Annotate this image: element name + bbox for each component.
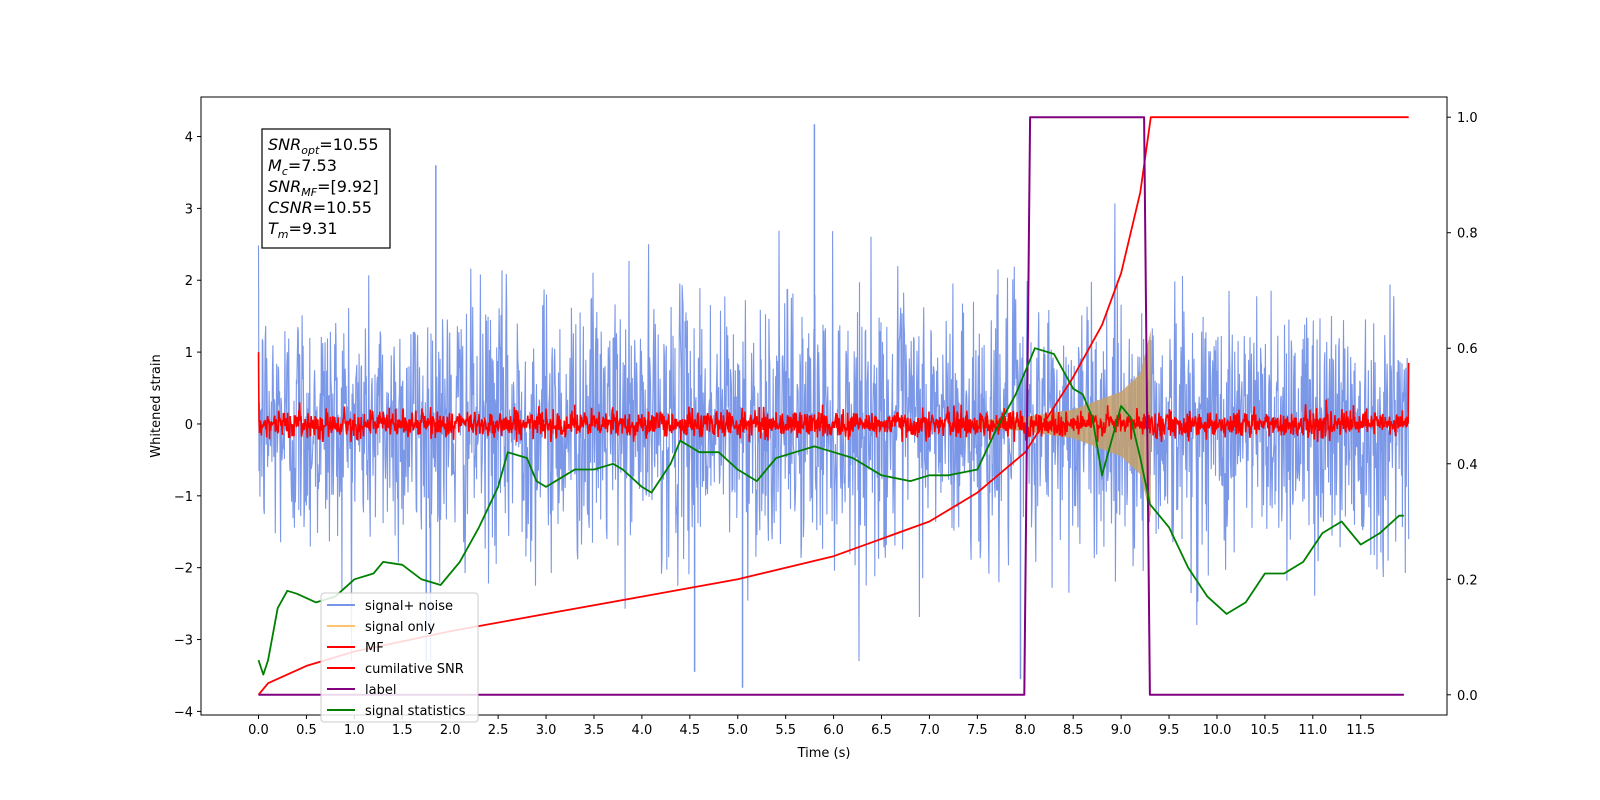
annotation-line: CSNR=10.55	[268, 198, 372, 217]
y-tick-label: 0	[185, 418, 193, 433]
y-tick-label: −4	[174, 705, 193, 720]
y-axis-ticks: −4 −3 −2 −1 0 1 2 3 4	[174, 131, 201, 720]
annotation-line: Mc=7.53	[268, 156, 337, 178]
x-tick-label: 11.5	[1346, 723, 1375, 738]
y2-tick-label: 0.4	[1457, 458, 1478, 473]
y-axis-label: Whitened strain	[149, 354, 164, 457]
y2-tick-label: 0.0	[1457, 689, 1478, 704]
annotation-line: SNRopt=10.55	[268, 135, 379, 157]
x-tick-label: 10.5	[1250, 723, 1279, 738]
x-tick-label: 9.0	[1111, 723, 1132, 738]
x-tick-label: 4.5	[679, 723, 700, 738]
signal-statistics-series	[257, 347, 1404, 676]
x-tick-label: 1.5	[392, 723, 413, 738]
x-tick-label: 9.5	[1159, 723, 1180, 738]
label-series	[258, 116, 1404, 696]
x-tick-label: 7.0	[919, 723, 940, 738]
mf-series	[257, 352, 1410, 443]
y-tick-label: 4	[185, 131, 193, 146]
y2-tick-label: 0.2	[1457, 573, 1478, 588]
x-tick-label: 8.0	[1015, 723, 1036, 738]
legend-label: cumilative SNR	[365, 662, 464, 677]
annotation-line: SNRMF=[9.92]	[268, 177, 379, 199]
x-tick-label: 0.0	[248, 723, 269, 738]
x-tick-label: 3.0	[536, 723, 557, 738]
x-tick-label: 2.0	[440, 723, 461, 738]
y2-tick-label: 1.0	[1457, 111, 1478, 126]
x-tick-label: 5.5	[775, 723, 796, 738]
stats-annotation-box: SNRopt=10.55Mc=7.53SNRMF=[9.92]CSNR=10.5…	[261, 128, 391, 249]
y-tick-label: 2	[185, 274, 193, 289]
y-tick-label: −3	[174, 634, 193, 649]
label-line	[258, 116, 1404, 696]
legend-label: label	[365, 683, 396, 698]
y2-tick-label: 0.8	[1457, 227, 1478, 242]
legend-label: MF	[365, 641, 384, 656]
x-tick-label: 1.0	[344, 723, 365, 738]
x-axis-label: Time (s)	[797, 746, 851, 761]
y-tick-label: 1	[185, 346, 193, 361]
x-tick-label: 3.5	[584, 723, 605, 738]
x-tick-label: 10.0	[1202, 723, 1231, 738]
x-tick-label: 6.0	[823, 723, 844, 738]
y-tick-label: 3	[185, 202, 193, 217]
legend-label: signal only	[365, 620, 435, 635]
mf-line	[257, 352, 1410, 443]
y-tick-label: −2	[174, 562, 193, 577]
axes-frame	[200, 96, 1448, 716]
x-tick-label: 0.5	[296, 723, 317, 738]
x-tick-label: 4.0	[632, 723, 653, 738]
legend-label: signal statistics	[365, 704, 466, 719]
x-tick-label: 6.5	[871, 723, 892, 738]
x-tick-label: 7.5	[967, 723, 988, 738]
x-tick-label: 2.5	[488, 723, 509, 738]
legend: signal+ noise signal only MF cumilative SNR…	[320, 592, 479, 723]
x-axis-ticks: 0.0 0.5 1.0 1.5 2.0 2.5 3.0 3.5 4.0 4.5 5.0 5.5 6.0 6…	[248, 715, 1375, 738]
annotation-line: Tm=9.31	[268, 219, 338, 241]
annotation-box-frame	[261, 128, 391, 249]
y2-axis-ticks: 0.0 0.2 0.4 0.6 0.8 1.0	[1447, 111, 1478, 704]
legend-frame	[320, 592, 479, 723]
x-tick-label: 8.5	[1063, 723, 1084, 738]
signal-statistics-line	[257, 347, 1404, 676]
legend-label: signal+ noise	[365, 599, 453, 614]
y-tick-label: −1	[174, 490, 193, 505]
plot-area	[257, 116, 1410, 696]
x-tick-label: 11.0	[1298, 723, 1327, 738]
y2-tick-label: 0.6	[1457, 342, 1478, 357]
x-tick-label: 5.0	[727, 723, 748, 738]
